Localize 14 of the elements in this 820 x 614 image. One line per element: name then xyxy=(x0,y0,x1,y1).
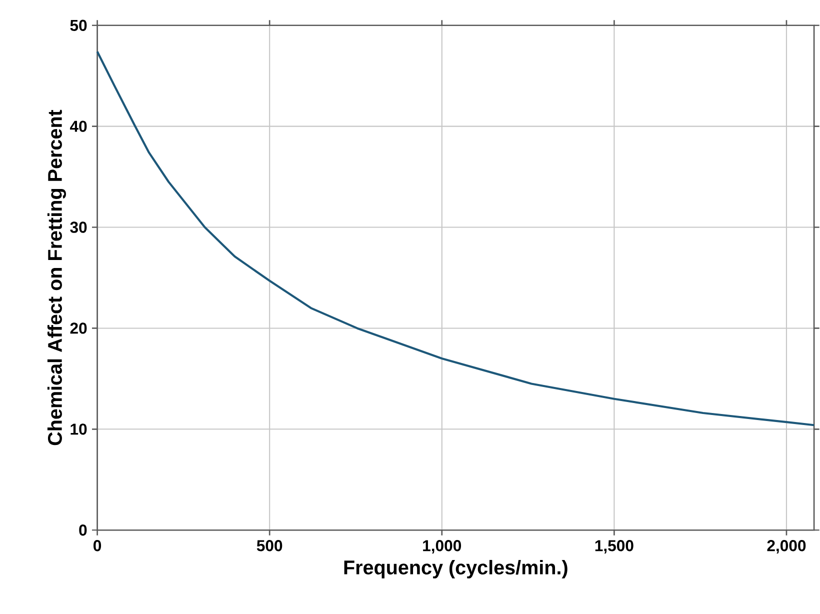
y-tick-label: 30 xyxy=(70,221,87,233)
y-axis-title: Chemical Affect on Fretting Percent xyxy=(47,110,66,445)
y-tick-label: 20 xyxy=(70,322,87,334)
x-tick-label: 1,500 xyxy=(595,540,634,554)
x-tick-label: 0 xyxy=(94,540,102,552)
x-tick-label: 1,000 xyxy=(423,540,462,554)
x-tick-label: 500 xyxy=(256,540,282,552)
line-series xyxy=(96,50,816,426)
x-tick-label: 2,000 xyxy=(767,540,806,554)
y-tick-label: 50 xyxy=(70,20,87,31)
y-tick-label: 0 xyxy=(79,524,87,536)
y-tick-label: 40 xyxy=(70,120,87,132)
y-tick-label: 10 xyxy=(70,423,87,435)
x-axis-title: Frequency (cycles/min.) xyxy=(344,560,568,578)
